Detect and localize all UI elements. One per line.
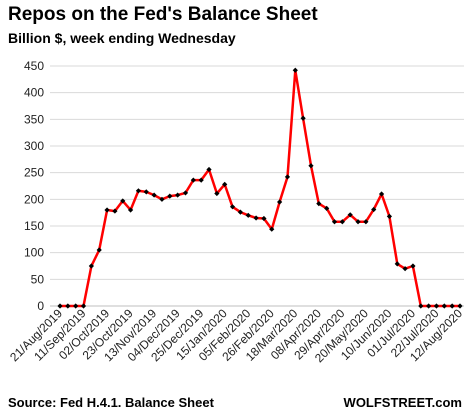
data-point (222, 181, 228, 187)
data-point (96, 247, 102, 253)
data-point (269, 226, 275, 232)
data-point (386, 213, 393, 219)
data-point (426, 303, 432, 309)
data-point (104, 207, 110, 213)
data-point (316, 201, 322, 207)
data-point (198, 177, 204, 183)
data-point (300, 115, 306, 121)
data-point (457, 303, 463, 309)
data-point (245, 212, 251, 218)
y-tick-label: 200 (24, 192, 44, 206)
data-point (324, 205, 330, 211)
data-point (175, 192, 181, 198)
data-point (363, 219, 369, 225)
data-point (441, 303, 447, 309)
data-point (151, 192, 157, 198)
gridlines (50, 65, 464, 307)
data-point (253, 215, 259, 221)
data-point (88, 263, 94, 269)
y-tick-label: 350 (24, 112, 44, 126)
data-point (237, 209, 243, 215)
data-point (143, 189, 149, 195)
data-point (229, 204, 236, 210)
data-point (371, 206, 377, 213)
data-point (284, 174, 291, 180)
data-point (339, 219, 345, 225)
data-point (261, 215, 267, 222)
data-point (135, 188, 142, 194)
x-axis: 21/Aug/201911/Sep/201902/Oct/201923/Oct/… (7, 306, 465, 365)
chart-subtitle: Billion $, week ending Wednesday (8, 30, 236, 46)
brand-label: WOLFSTREET.com (343, 395, 462, 410)
data-point (449, 303, 455, 309)
data-point (402, 266, 408, 272)
y-axis: 0 50 100 150 200 250 300 350 400 450 (24, 59, 44, 313)
y-tick-label: 100 (24, 246, 44, 260)
data-point (433, 303, 440, 309)
data-point (120, 198, 126, 204)
y-tick-label: 150 (24, 219, 44, 233)
data-point (112, 208, 118, 214)
data-point (378, 191, 385, 197)
y-tick-label: 0 (37, 299, 44, 313)
data-point (347, 212, 353, 218)
y-tick-label: 250 (24, 166, 44, 180)
data-point (277, 199, 283, 205)
data-point (167, 193, 173, 199)
data-point (73, 303, 79, 309)
data-point (80, 303, 87, 309)
data-point (206, 166, 212, 173)
data-point (65, 303, 71, 309)
data-point (159, 196, 165, 202)
series-line (60, 69, 460, 308)
y-tick-label: 450 (24, 59, 44, 73)
data-point (331, 219, 338, 225)
y-tick-label: 400 (24, 86, 44, 100)
data-point (418, 303, 424, 309)
data-point (394, 261, 400, 267)
data-point (214, 190, 220, 197)
data-point (292, 67, 298, 73)
series-repos (57, 67, 463, 309)
y-tick-label: 50 (31, 272, 45, 286)
data-point (57, 303, 63, 309)
data-point (308, 163, 314, 169)
data-point (182, 190, 189, 196)
chart-title: Repos on the Fed's Balance Sheet (8, 4, 318, 25)
data-point (355, 219, 361, 225)
data-point (127, 207, 134, 213)
source-note: Source: Fed H.4.1. Balance Sheet (8, 395, 214, 410)
data-point (410, 263, 416, 269)
y-tick-label: 300 (24, 139, 44, 153)
data-point (190, 177, 196, 183)
